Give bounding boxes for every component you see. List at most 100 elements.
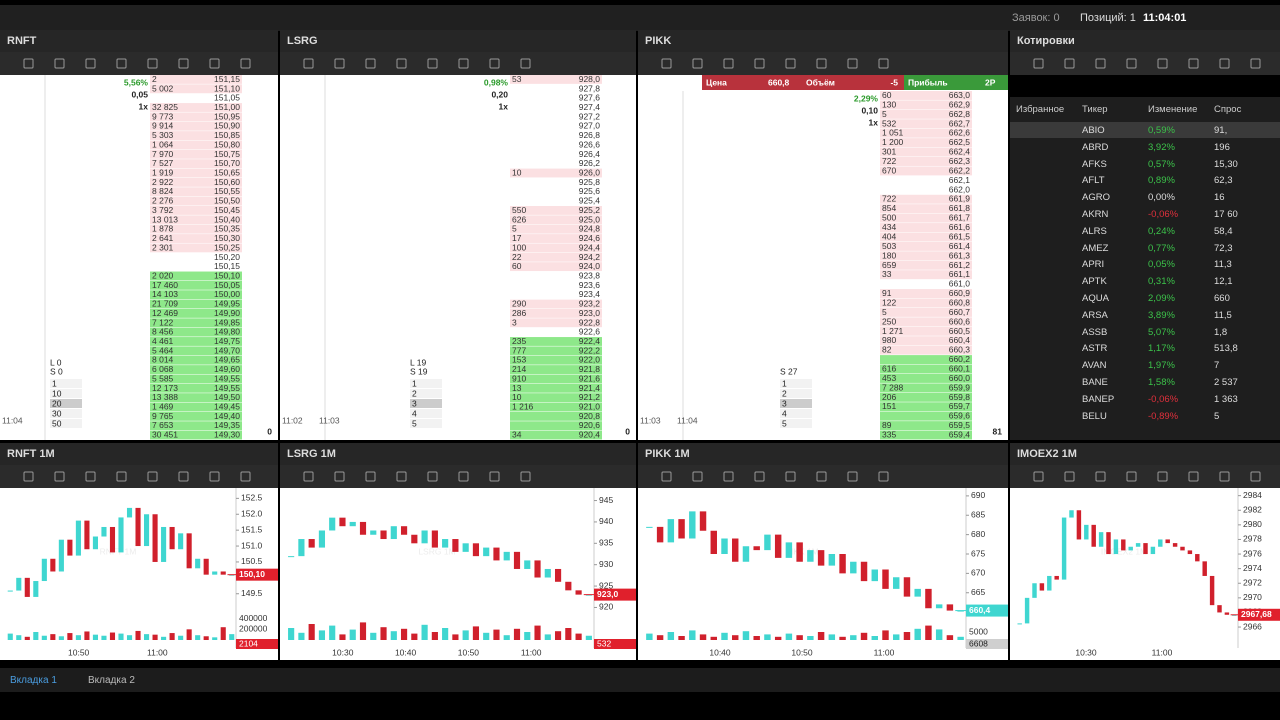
size-button	[780, 399, 812, 408]
short: S 0	[50, 366, 63, 376]
volume: 3	[512, 317, 517, 327]
price: 921,8	[579, 364, 601, 374]
time-label: 11:03	[640, 415, 661, 425]
quote-row[interactable]: BANEP -0,06% 1 363	[1010, 391, 1280, 407]
panel-title[interactable]: Котировки	[1017, 35, 1075, 47]
quote-row[interactable]: ABIO 0,59% 91,	[1010, 122, 1280, 138]
change: 0,31%	[1148, 276, 1175, 288]
bid-row	[510, 393, 602, 403]
price: 661,5	[949, 231, 971, 241]
ask-row	[510, 308, 602, 318]
tool-icon	[692, 471, 703, 482]
status-text: 2Р	[985, 77, 996, 87]
candle	[144, 514, 150, 547]
tool-icon	[1188, 471, 1199, 482]
volume: 30 451	[152, 430, 178, 440]
candle	[339, 517, 346, 527]
bid: 1 363	[1214, 393, 1238, 405]
watermark: RNFT 1M	[100, 546, 137, 556]
panel-title[interactable]: PIKK	[645, 35, 672, 47]
candle	[7, 590, 13, 592]
tab[interactable]: Вкладка 1	[10, 675, 57, 686]
watermark: LSRG 1M	[418, 546, 455, 556]
ask-row	[510, 271, 602, 281]
panel-title[interactable]: LSRG	[287, 35, 318, 47]
bid-row	[880, 364, 972, 374]
volume: 550	[512, 205, 526, 215]
y-tick-label: 2978	[1243, 534, 1262, 544]
bid-row	[510, 402, 602, 412]
quote-row[interactable]: ABRD 3,92% 196	[1010, 139, 1280, 155]
volume: 1 271	[882, 326, 904, 336]
volume: 17	[512, 233, 522, 243]
panel-title[interactable]: RNFT	[7, 35, 37, 47]
size-button	[410, 379, 442, 388]
candle	[554, 568, 562, 582]
ticker: ABIO	[1082, 125, 1105, 136]
status-text: Цена	[706, 77, 727, 87]
quote-row[interactable]: AQUA 2,09% 660	[1010, 290, 1280, 306]
volume-bar	[493, 629, 500, 640]
volume-bar	[212, 637, 218, 640]
tool-icon	[1250, 471, 1261, 482]
price: 151,05	[214, 93, 240, 103]
orders[interactable]: Заявок: 0	[1012, 12, 1060, 24]
candle	[1232, 614, 1237, 616]
quote-row[interactable]: ALRS 0,24% 58,4	[1010, 223, 1280, 239]
price: 660,8	[949, 297, 971, 307]
quote-row[interactable]: ASSB 5,07% 1,8	[1010, 324, 1280, 340]
volume-bar	[318, 630, 326, 640]
panel-title[interactable]: IMOEX2 1M	[1017, 448, 1077, 460]
quote-row[interactable]: APTK 0,31% 12,1	[1010, 273, 1280, 289]
price: 151,10	[214, 83, 240, 93]
bid: 72,3	[1214, 242, 1233, 254]
volume: 5 464	[152, 345, 174, 355]
ticker: ARSA	[1082, 309, 1108, 321]
volume: 214	[512, 364, 526, 374]
panel-title[interactable]: LSRG 1M	[287, 448, 336, 460]
candle	[575, 590, 582, 595]
price: 661,6	[949, 222, 971, 232]
ask-row	[150, 168, 242, 178]
quote-row[interactable]: AFKS 0,57% 15,30	[1010, 156, 1280, 172]
candle	[850, 561, 857, 574]
quote-row[interactable]: ASTR 1,17% 513,8	[1010, 340, 1280, 356]
quote-row[interactable]: ARSA 3,89% 11,5	[1010, 307, 1280, 323]
panel-title[interactable]: RNFT 1M	[7, 448, 55, 460]
price-tag	[236, 568, 278, 581]
volume: 1 064	[152, 139, 174, 149]
toolbar	[1010, 465, 1280, 488]
tab[interactable]: Вкладка 2	[88, 675, 135, 686]
toolbar	[280, 465, 636, 488]
candle	[1165, 539, 1170, 544]
candle	[421, 530, 428, 544]
candle	[753, 546, 760, 551]
volume: 980	[882, 335, 896, 345]
quote-row[interactable]: BANE 1,58% 2 537	[1010, 374, 1280, 390]
quote-row[interactable]: AFLT 0,89% 62,3	[1010, 172, 1280, 188]
bid-row	[150, 346, 242, 356]
positions[interactable]: Позиций: 1	[1080, 12, 1136, 24]
quote-row[interactable]: APRI 0,05% 11,3	[1010, 256, 1280, 272]
candle	[75, 520, 81, 556]
panel-title[interactable]: PIKK 1M	[645, 448, 690, 460]
volume-bar	[524, 632, 531, 640]
price: 924,8	[579, 224, 601, 234]
quote-row[interactable]: AVAN 1,97% 7	[1010, 357, 1280, 373]
candle	[524, 560, 531, 569]
ask-row	[150, 252, 242, 262]
candle	[828, 554, 836, 566]
quote-row[interactable]: AKRN -0,06% 17 60	[1010, 206, 1280, 222]
quote-row[interactable]: BELU -0,89% 5	[1010, 408, 1280, 424]
quote-row[interactable]: AGRO 0,00% 16	[1010, 189, 1280, 205]
volume-bar	[126, 635, 133, 640]
bid-row	[150, 318, 242, 328]
time-label: 11:04	[677, 415, 698, 425]
size-label: 30	[52, 408, 62, 418]
ask-row	[880, 279, 972, 289]
candle	[288, 556, 295, 558]
ask-row	[150, 206, 242, 215]
multiplier: 1x	[139, 101, 149, 111]
volume-bar	[860, 632, 868, 640]
quote-row[interactable]: AMEZ 0,77% 72,3	[1010, 240, 1280, 256]
